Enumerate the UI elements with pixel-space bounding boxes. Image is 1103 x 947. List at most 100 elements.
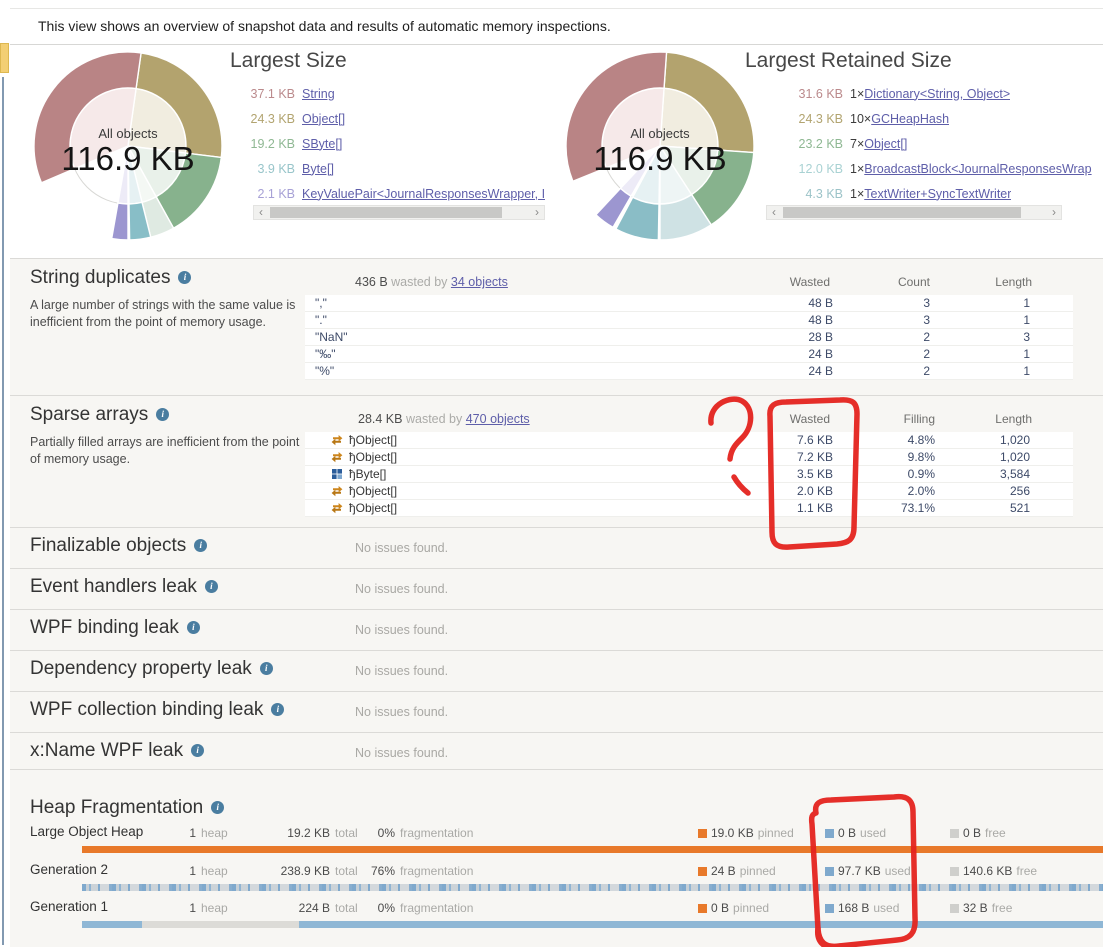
- column-header-length[interactable]: Length: [995, 412, 1032, 426]
- chart-list-item: 23.2 KB 7× Object[]: [781, 131, 1101, 156]
- section-x-name-wpf-leak: x:Name WPF leak i No issues found.: [10, 732, 1103, 773]
- used-swatch-icon: [825, 903, 834, 913]
- info-icon[interactable]: i: [271, 703, 285, 716]
- info-icon[interactable]: i: [156, 408, 170, 421]
- section-title: WPF binding leak i: [30, 617, 200, 639]
- section-title-text: WPF binding leak: [30, 617, 179, 638]
- type-link[interactable]: GCHeapHash: [871, 111, 950, 126]
- donut-center-label: All objects: [98, 126, 158, 141]
- array-type-name: ђByte[]: [349, 467, 387, 481]
- donut-ring-segment[interactable]: [594, 187, 632, 229]
- scroll-left-icon[interactable]: ‹: [772, 205, 776, 219]
- type-link[interactable]: Byte[]: [302, 161, 334, 176]
- fragmentation-value: 0%: [377, 901, 395, 915]
- table-row[interactable]: "," 48 B 3 1: [305, 295, 1073, 312]
- length-value: 1: [1023, 364, 1030, 378]
- swap-icon-wrap: [331, 502, 343, 514]
- donut-ring-segment[interactable]: [565, 51, 668, 183]
- heap-name: Large Object Heap: [30, 824, 144, 839]
- chart-title-largest-retained: Largest Retained Size: [745, 49, 952, 72]
- type-link[interactable]: SByte[]: [302, 136, 343, 151]
- heap-row: Generation 2 1 heap 238.9 KB total 76% fragmen…: [10, 862, 1103, 879]
- column-header-wasted[interactable]: Wasted: [789, 412, 830, 426]
- column-header-length[interactable]: Length: [995, 275, 1032, 289]
- info-icon[interactable]: i: [204, 580, 218, 593]
- table-row[interactable]: "." 48 B 3 1: [305, 312, 1073, 329]
- pinned-value: 0 B: [711, 901, 730, 915]
- info-icon[interactable]: i: [259, 662, 273, 675]
- sparse-arrays-table: ђObject[] 7.6 KB 4.8% 1,020 ђObject[] 7.2 KB 9…: [305, 432, 1073, 517]
- info-icon[interactable]: i: [186, 621, 200, 634]
- swap-icon: [331, 435, 343, 446]
- table-row[interactable]: "‰" 24 B 2 1: [305, 346, 1073, 363]
- section-title-text: WPF collection binding leak: [30, 699, 264, 720]
- pinned-swatch-icon: [698, 903, 707, 913]
- info-icon[interactable]: i: [194, 539, 208, 552]
- description-line: A large number of strings with the same …: [30, 298, 296, 312]
- column-header-count[interactable]: Count: [897, 275, 930, 289]
- filling-value: 2.0%: [907, 484, 935, 498]
- donut-ring-segment[interactable]: [659, 193, 713, 241]
- column-header-wasted[interactable]: Wasted: [789, 275, 830, 289]
- scroll-thumb[interactable]: [783, 207, 1021, 218]
- length-value: 1: [1023, 296, 1030, 310]
- type-link[interactable]: Dictionary<String, Object>: [864, 86, 1011, 101]
- string-value: "NaN": [315, 330, 348, 344]
- free-swatch-icon: [950, 828, 959, 838]
- free-swatch-icon: [950, 903, 959, 913]
- pinned-value: 24 B: [711, 864, 736, 878]
- type-link[interactable]: Object[]: [864, 136, 908, 151]
- type-link[interactable]: Object[]: [302, 111, 346, 126]
- donut-ring-segment[interactable]: [33, 51, 142, 184]
- info-bar: This view shows an overview of snapshot …: [10, 8, 1103, 45]
- scroll-track[interactable]: [268, 206, 530, 219]
- description-line: Partially filled arrays are inefficient …: [30, 435, 300, 449]
- table-row[interactable]: ђObject[] 7.6 KB 4.8% 1,020: [305, 432, 1073, 449]
- scroll-thumb[interactable]: [270, 207, 502, 218]
- free-value: 0 B: [963, 826, 982, 840]
- largest-size-donut[interactable]: All objects 116.9 KB: [28, 46, 228, 246]
- collapsed-panel-tab[interactable]: [0, 43, 9, 73]
- section-title: Sparse arrays i: [30, 404, 170, 426]
- type-link[interactable]: String: [302, 86, 335, 101]
- swap-icon-wrap: [331, 485, 343, 497]
- heap-bar-gen2: [82, 884, 1103, 891]
- column-header-filling[interactable]: Filling: [903, 412, 935, 426]
- size-value: 24.3 KB: [250, 111, 295, 126]
- array-type-name: ђObject[]: [349, 484, 398, 498]
- heap-bar-loh: [82, 846, 1103, 853]
- type-link[interactable]: BroadcastBlock<JournalResponsesWrap: [864, 161, 1092, 176]
- donut-ring-segment[interactable]: [614, 196, 660, 241]
- section-title: String duplicates i: [30, 267, 192, 289]
- heaps-unit: heap: [201, 826, 228, 840]
- largest-size-scrollbar[interactable]: ‹ ›: [253, 205, 545, 220]
- scroll-left-icon[interactable]: ‹: [259, 205, 263, 219]
- largest-retained-scrollbar[interactable]: ‹ ›: [766, 205, 1062, 220]
- donut-ring-segment[interactable]: [110, 202, 129, 241]
- objects-link[interactable]: 34 objects: [450, 275, 508, 289]
- largest-retained-size-donut[interactable]: All objects 116.9 KB: [560, 46, 760, 246]
- table-row[interactable]: ђObject[] 2.0 KB 2.0% 256: [305, 483, 1073, 500]
- section-wpf-collection-binding-leak: WPF collection binding leak i No issues fo…: [10, 691, 1103, 732]
- length-value: 3,584: [999, 467, 1030, 481]
- swap-icon-wrap: [331, 451, 343, 463]
- type-link[interactable]: TextWriter+SyncTextWriter: [864, 186, 1012, 201]
- scroll-right-icon[interactable]: ›: [535, 205, 539, 219]
- used-value: 97.7 KB: [838, 864, 881, 878]
- donut-ring-segment[interactable]: [128, 201, 152, 241]
- scroll-track[interactable]: [781, 206, 1047, 219]
- info-icon[interactable]: i: [211, 801, 225, 814]
- table-row[interactable]: ђObject[] 7.2 KB 9.8% 1,020: [305, 449, 1073, 466]
- scroll-right-icon[interactable]: ›: [1052, 205, 1056, 219]
- objects-link[interactable]: 470 objects: [465, 412, 530, 426]
- type-link[interactable]: KeyValuePair<JournalResponsesWrapper, I: [302, 186, 546, 201]
- info-icon[interactable]: i: [191, 744, 205, 757]
- table-row[interactable]: ђByte[] 3.5 KB 0.9% 3,584: [305, 466, 1073, 483]
- fragmentation-unit: fragmentation: [400, 901, 474, 915]
- table-row[interactable]: "NaN" 28 B 2 3: [305, 329, 1073, 346]
- info-icon[interactable]: i: [178, 271, 192, 284]
- table-row[interactable]: "%" 24 B 2 1: [305, 363, 1073, 380]
- table-row[interactable]: ђObject[] 1.1 KB 73.1% 521: [305, 500, 1073, 517]
